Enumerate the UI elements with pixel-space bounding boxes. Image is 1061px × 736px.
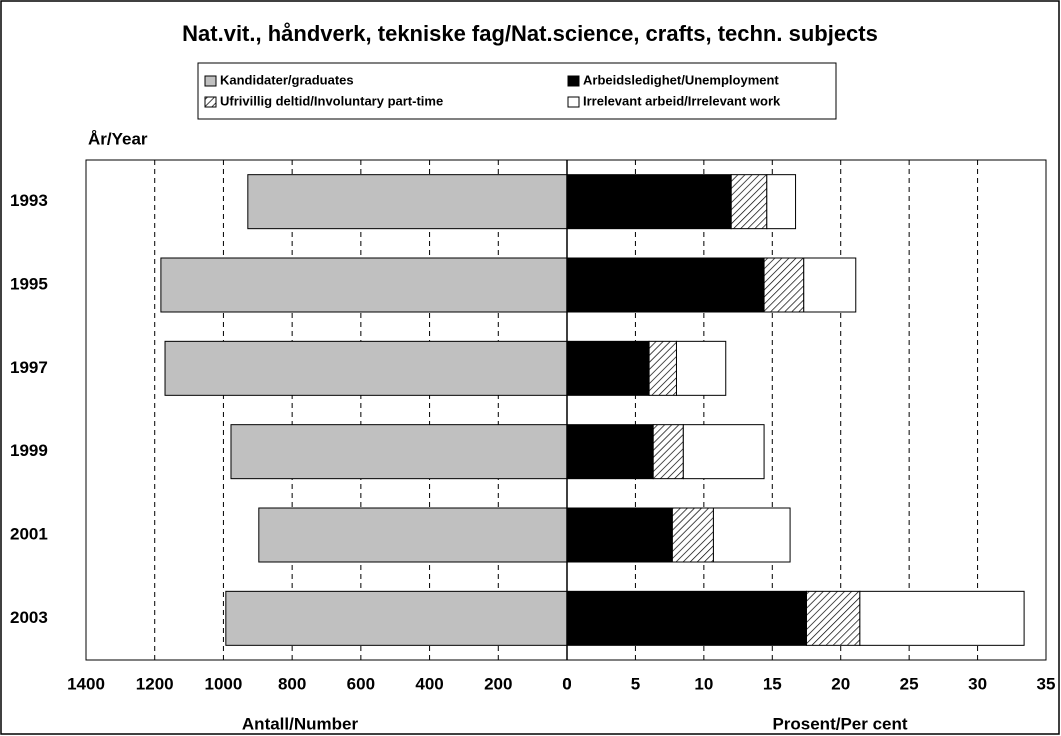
x-tick-label: 400 [415,674,443,693]
x-tick-label: 1400 [67,674,105,693]
bar [258,507,568,563]
legend-swatch [204,75,217,87]
legend-swatch [567,75,580,87]
bar-segment [730,174,768,230]
legend-swatch [204,96,217,108]
x-tick-label: 30 [968,674,987,693]
bar [164,340,568,396]
y-tick-label: 2001 [10,524,48,543]
y-tick-label: 1997 [10,358,48,377]
x-tick-label: 0 [562,674,571,693]
x-tick-label: 35 [1037,674,1056,693]
legend-label: Kandidater/graduates [220,72,354,87]
x-tick-label: 0 [562,674,571,693]
bar [230,424,568,480]
x-tick-label: 200 [484,674,512,693]
x-tick-label: 20 [831,674,850,693]
bar [225,590,568,646]
x-axis-label: Antall/Number [242,714,359,733]
bar-segment [566,507,673,563]
y-axis-label: År/Year [88,129,148,148]
legend-label: Irrelevant arbeid/Irrelevant work [583,93,781,108]
bar-segment [763,257,805,313]
x-tick-label: 1200 [136,674,174,693]
bar-segment [806,590,861,646]
legend-label: Ufrivillig deltid/Involuntary part-time [220,93,443,108]
x-tick-label: 800 [278,674,306,693]
bar-segment [803,257,857,313]
y-tick-label: 1999 [10,441,48,460]
bar-segment [712,507,791,563]
bar-segment [859,590,1025,646]
bar-segment [675,340,727,396]
bar-segment [566,590,807,646]
bar-segment [766,174,797,230]
legend [197,62,837,120]
x-tick-label: 25 [900,674,919,693]
bar-segment [566,257,765,313]
bar [247,174,568,230]
bar-segment [682,424,765,480]
x-tick-label: 5 [631,674,640,693]
bar-segment [566,174,732,230]
bar-segment [566,340,650,396]
legend-swatch [567,96,580,108]
x-axis-label: Prosent/Per cent [772,714,907,733]
bar-segment [652,424,684,480]
plot-area [85,159,1047,661]
x-tick-label: 10 [694,674,713,693]
legend-label: Arbeidsledighet/Unemployment [583,72,779,87]
bar-segment [671,507,714,563]
y-tick-label: 1995 [10,274,48,293]
bar [160,257,568,313]
x-tick-label: 600 [347,674,375,693]
y-tick-label: 1993 [10,191,48,210]
y-tick-label: 2003 [10,608,48,627]
x-tick-label: 15 [763,674,782,693]
bar-segment [648,340,677,396]
x-tick-label: 1000 [205,674,243,693]
bar-segment [566,424,654,480]
chart-title: Nat.vit., håndverk, tekniske fag/Nat.sci… [182,21,878,46]
